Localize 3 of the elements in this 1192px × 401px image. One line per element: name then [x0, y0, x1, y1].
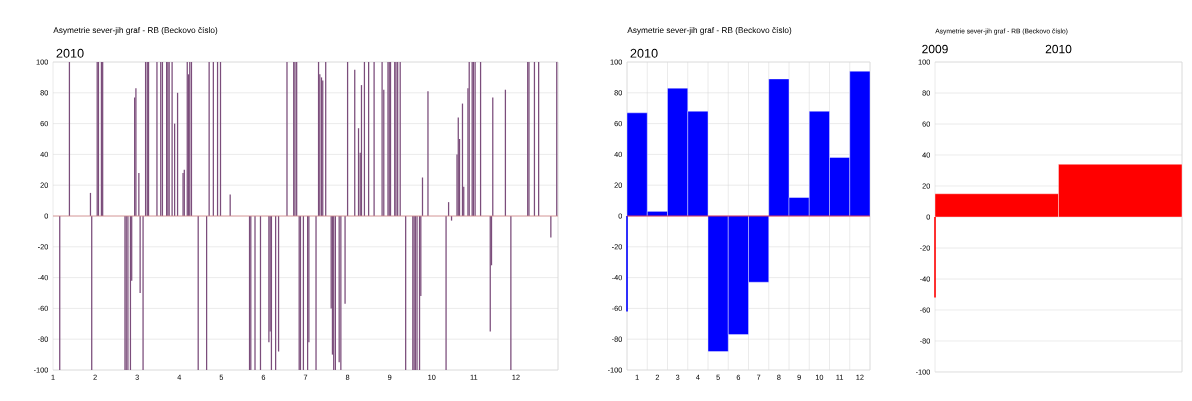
chart-title: Asymetrie sever-jih graf - RB (Beckovo číslo)	[53, 26, 218, 35]
chart-title: Asymetrie sever-jih graf - RB (Beckovo číslo)	[627, 26, 792, 35]
x-tick-label: 2009	[922, 44, 948, 54]
